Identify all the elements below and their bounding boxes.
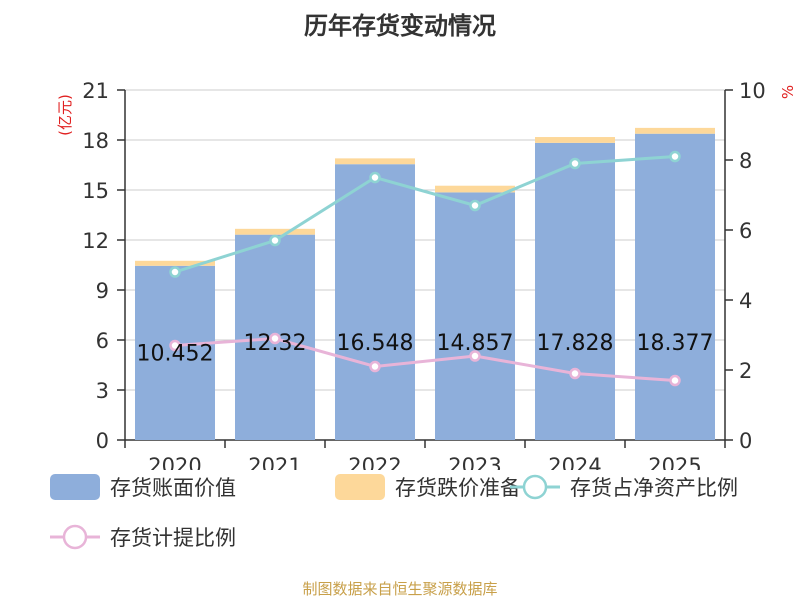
series-point	[269, 234, 281, 247]
bar-provision	[235, 228, 315, 235]
legend-item: 存货跌价准备	[335, 470, 521, 504]
bar-provision	[335, 158, 415, 165]
series-point	[169, 339, 181, 352]
data-labels: 10.452 12.32 16.548 14.857 17.828 18.377	[137, 331, 714, 366]
right-tick-label: 0	[739, 429, 752, 453]
left-tick-label: 21	[82, 79, 109, 103]
bar-provision	[635, 127, 715, 134]
right-tick-label: 10	[739, 79, 766, 103]
left-axis-title: (亿元)	[56, 94, 74, 136]
bar-book-value	[535, 142, 615, 440]
right-tick-label: 8	[739, 149, 752, 173]
legend-swatch	[335, 474, 385, 500]
chart-plot: 0 3 6 9 12 15 18 21 0 2 4 6 8 10 (亿元)% 2020 2021 2022 2023…	[56, 79, 797, 470]
x-tick-label: 2022	[348, 454, 401, 470]
left-tick-label: 18	[82, 129, 109, 153]
series-lines	[169, 150, 681, 387]
right-tick-label: 4	[739, 289, 752, 313]
left-tick-label: 3	[96, 379, 109, 403]
bar-data-label: 17.828	[537, 331, 614, 356]
series-point	[469, 350, 481, 362]
bar-book-value	[435, 192, 515, 440]
bar-book-value	[635, 133, 715, 440]
bar-data-label: 16.548	[337, 331, 414, 356]
legend-item: 存货计提比例	[50, 520, 236, 554]
x-tick-label: 2021	[248, 454, 301, 470]
series-line-provision-ratio	[174, 336, 676, 382]
series-point	[369, 360, 381, 373]
x-tick-label: 2024	[548, 454, 601, 470]
left-tick-label: 9	[96, 279, 109, 303]
series-line-net-asset-ratio	[174, 155, 676, 274]
series-point	[669, 150, 681, 163]
series-point	[669, 374, 681, 387]
legend-label: 存货计提比例	[110, 526, 236, 550]
bar-data-label: 18.377	[637, 331, 714, 356]
legend-line-swatch	[50, 524, 100, 550]
series-point	[369, 171, 381, 184]
series-point	[569, 367, 581, 380]
left-tick-label: 0	[96, 429, 109, 453]
source-note: 制图数据来自恒生聚源数据库	[302, 580, 498, 598]
bar-data-label: 12.32	[244, 331, 307, 356]
series-point	[469, 199, 481, 212]
legend-line-swatch	[510, 474, 560, 500]
legend-label: 存货占净资产比例	[570, 476, 738, 500]
legend-swatch	[50, 474, 100, 500]
right-tick-label: 6	[739, 219, 752, 243]
bar-data-label: 10.452	[137, 341, 214, 366]
bars	[135, 127, 715, 440]
legend-item: 存货账面价值	[50, 470, 236, 504]
bar-data-label: 14.857	[437, 331, 514, 356]
chart-title: 历年存货变动情况	[304, 12, 496, 40]
series-point	[169, 266, 181, 278]
axes: 0 3 6 9 12 15 18 21 0 2 4 6 8 10 (亿元)% 2020 2021 2022 2023…	[56, 79, 797, 470]
bar-book-value	[335, 164, 415, 440]
legend-label: 存货账面价值	[110, 476, 236, 500]
right-axis-title: %	[779, 85, 797, 99]
x-tick-label: 2020	[148, 454, 201, 470]
x-tick-label: 2023	[448, 454, 501, 470]
legend-item: 存货占净资产比例	[510, 470, 738, 504]
right-tick-label: 2	[739, 359, 752, 383]
legend-label: 存货跌价准备	[395, 476, 521, 500]
bar-book-value	[135, 265, 215, 440]
left-tick-label: 15	[82, 179, 109, 203]
series-point	[269, 332, 281, 345]
series-point	[569, 157, 581, 170]
left-tick-label: 6	[96, 329, 109, 353]
bar-provision	[535, 137, 615, 143]
bar-provision	[135, 260, 215, 266]
bar-provision	[435, 185, 515, 193]
x-tick-label: 2025	[648, 454, 701, 470]
left-tick-label: 12	[82, 229, 109, 253]
